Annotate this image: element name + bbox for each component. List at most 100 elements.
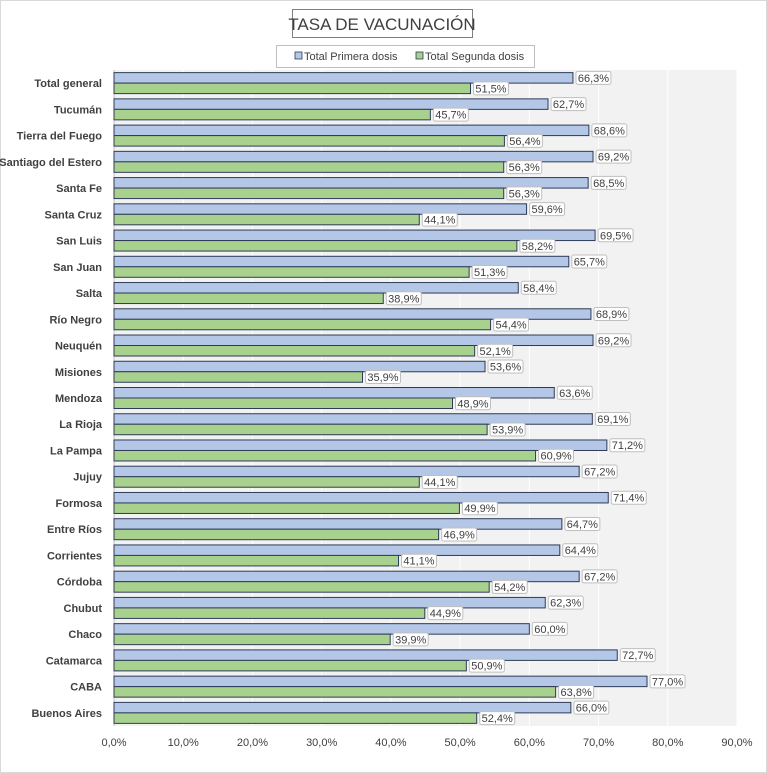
bar-segunda-dosis — [113, 82, 471, 95]
data-label-box — [392, 632, 429, 647]
bar-segunda-dosis — [113, 108, 431, 121]
data-label-box — [591, 123, 628, 138]
bar-primera-dosis — [113, 596, 546, 609]
data-label-primera: 59,6% — [531, 204, 562, 216]
data-label-primera: 62,7% — [553, 99, 584, 111]
data-label-segunda: 48,9% — [457, 398, 488, 410]
bar-segunda-dosis — [113, 213, 420, 226]
legend-box — [276, 45, 535, 68]
data-label-primera: 67,2% — [584, 571, 615, 583]
data-label-box — [427, 606, 464, 621]
bar-segunda-dosis — [113, 135, 505, 147]
legend-label-1: Total Segunda dosis — [425, 51, 525, 63]
data-label-box — [581, 569, 618, 584]
data-label-box — [471, 265, 508, 280]
data-label-primera: 71,2% — [612, 440, 643, 452]
legend-swatch-1 — [415, 51, 424, 60]
data-label-box — [401, 553, 438, 568]
data-label-box — [491, 579, 528, 594]
data-label-primera: 77,0% — [652, 676, 683, 688]
x-tick-label: 90,0% — [721, 737, 752, 749]
data-label-box — [571, 254, 608, 269]
data-label-box — [529, 202, 566, 217]
category-label: San Luis — [56, 236, 102, 248]
data-label-primera: 67,2% — [584, 466, 615, 478]
data-label-box — [493, 317, 530, 332]
data-label-box — [432, 107, 469, 122]
data-label-primera: 72,7% — [622, 650, 653, 662]
data-label-box — [538, 448, 575, 463]
category-label: Santa Fe — [56, 183, 102, 195]
data-label-segunda: 51,5% — [475, 83, 506, 95]
data-label-segunda: 56,4% — [509, 136, 540, 148]
data-label-segunda: 44,1% — [424, 477, 455, 489]
data-label-segunda: 39,9% — [395, 634, 426, 646]
data-label-box — [562, 543, 599, 558]
data-label-box — [468, 658, 505, 673]
data-label-box — [594, 411, 631, 426]
data-label-box — [421, 474, 458, 489]
category-label: Santa Cruz — [45, 209, 103, 221]
data-label-segunda: 41,1% — [403, 556, 434, 568]
category-label: Catamarca — [46, 655, 103, 667]
data-label-box — [556, 385, 593, 400]
data-label-primera: 58,4% — [523, 283, 554, 295]
bar-primera-dosis — [113, 491, 609, 504]
x-tick-label: 30,0% — [306, 737, 337, 749]
x-tick-label: 20,0% — [237, 737, 268, 749]
category-label: Santiago del Estero — [0, 157, 102, 169]
data-label-segunda: 60,9% — [540, 451, 571, 463]
data-label-box — [595, 333, 632, 348]
data-label-box — [573, 700, 610, 715]
data-label-segunda: 56,3% — [509, 188, 540, 200]
data-label-box — [609, 438, 646, 453]
data-label-box — [441, 527, 478, 542]
data-label-segunda: 63,8% — [561, 687, 592, 699]
bar-primera-dosis — [113, 518, 563, 530]
data-label-box — [421, 212, 458, 227]
data-label-primera: 71,4% — [613, 493, 644, 505]
data-label-primera: 64,4% — [565, 545, 596, 557]
data-label-box — [581, 464, 618, 479]
data-label-box — [461, 501, 498, 516]
category-label: San Juan — [53, 262, 102, 274]
bar-segunda-dosis — [113, 528, 440, 541]
data-label-primera: 69,2% — [598, 152, 629, 164]
data-label-box — [477, 343, 514, 358]
data-label-primera: 64,7% — [567, 519, 598, 531]
data-label-segunda: 52,1% — [480, 346, 511, 358]
data-label-segunda: 54,2% — [494, 582, 525, 594]
category-label: La Pampa — [50, 445, 103, 457]
data-label-box — [506, 160, 543, 175]
chart-title: TASA DE VACUNACIÓN — [288, 15, 475, 34]
x-tick-label: 50,0% — [445, 737, 476, 749]
data-label-segunda: 54,4% — [495, 320, 526, 332]
bar-segunda-dosis — [113, 240, 518, 252]
category-label: Jujuy — [73, 472, 103, 484]
bar-segunda-dosis — [113, 686, 557, 698]
category-label: Río Negro — [49, 314, 102, 326]
data-label-segunda: 44,9% — [430, 608, 461, 620]
bar-segunda-dosis — [113, 476, 420, 488]
bar-segunda-dosis — [113, 292, 384, 305]
data-label-box — [531, 621, 568, 636]
x-tick-label: 10,0% — [168, 737, 199, 749]
data-label-box — [595, 149, 632, 164]
bar-segunda-dosis — [113, 502, 460, 514]
category-label: Tucumán — [54, 104, 102, 116]
bar-segunda-dosis — [113, 607, 426, 619]
data-label-primera: 68,9% — [596, 309, 627, 321]
data-label-segunda: 35,9% — [367, 372, 398, 384]
bar-primera-dosis — [113, 465, 580, 478]
data-label-box — [479, 711, 516, 726]
data-label-primera: 62,3% — [550, 598, 581, 610]
data-label-segunda: 45,7% — [435, 110, 466, 122]
legend-swatch-0 — [294, 51, 303, 60]
data-label-box — [610, 490, 647, 505]
bar-segunda-dosis — [113, 581, 490, 593]
data-label-segunda: 46,9% — [444, 529, 475, 541]
category-label: Mendoza — [55, 393, 103, 405]
data-label-box — [506, 186, 543, 201]
